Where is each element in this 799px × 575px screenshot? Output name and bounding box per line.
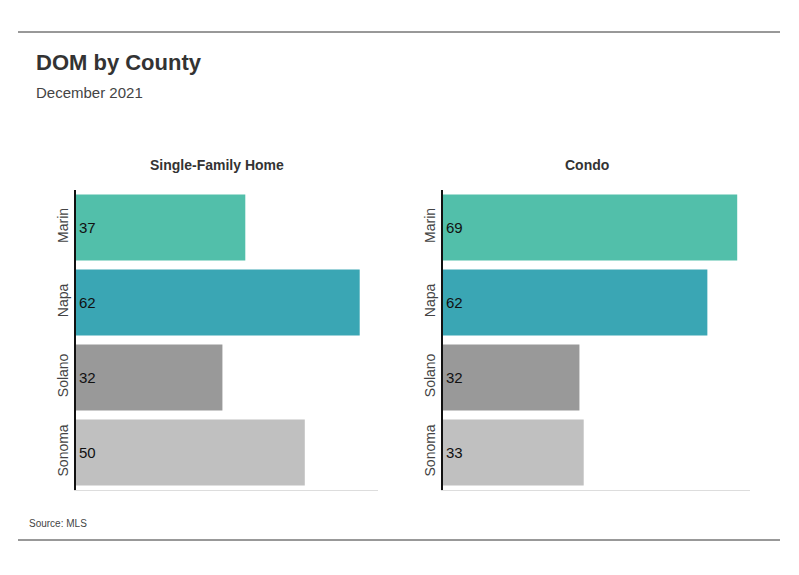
- svg-text:50: 50: [79, 444, 96, 461]
- svg-text:DOM by County: DOM by County: [36, 50, 202, 75]
- svg-text:Marin: Marin: [422, 208, 438, 243]
- svg-text:Napa: Napa: [55, 283, 71, 317]
- svg-text:33: 33: [446, 444, 463, 461]
- svg-text:Single-Family Home: Single-Family Home: [150, 157, 284, 173]
- svg-text:69: 69: [446, 219, 463, 236]
- svg-text:Condo: Condo: [565, 157, 609, 173]
- svg-text:December 2021: December 2021: [36, 84, 143, 101]
- svg-text:37: 37: [79, 219, 96, 236]
- svg-text:Solano: Solano: [422, 353, 438, 397]
- svg-text:Marin: Marin: [55, 208, 71, 243]
- svg-text:Source: MLS: Source: MLS: [29, 518, 87, 529]
- svg-text:32: 32: [446, 369, 463, 386]
- svg-text:Napa: Napa: [422, 283, 438, 317]
- svg-text:Solano: Solano: [55, 353, 71, 397]
- svg-text:62: 62: [79, 294, 96, 311]
- svg-text:Sonoma: Sonoma: [422, 424, 438, 476]
- svg-text:Sonoma: Sonoma: [55, 424, 71, 476]
- svg-text:62: 62: [446, 294, 463, 311]
- svg-text:32: 32: [79, 369, 96, 386]
